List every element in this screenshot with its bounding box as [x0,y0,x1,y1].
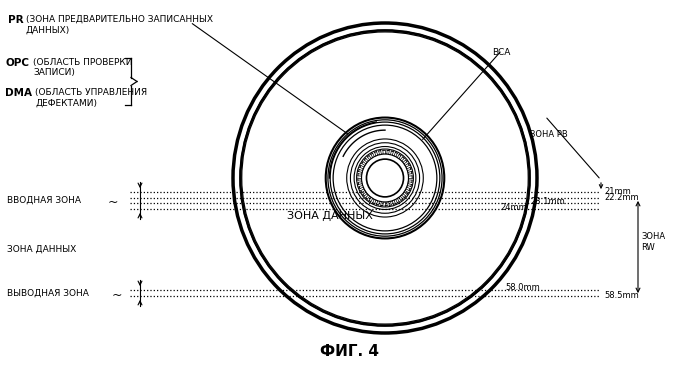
Text: DMA: DMA [5,88,32,98]
Text: ВВОДНАЯ ЗОНА: ВВОДНАЯ ЗОНА [7,196,81,205]
Text: 58.5mm: 58.5mm [604,290,639,299]
Text: (ЗОНА ПРЕДВАРИТЕЛЬНО ЗАПИСАННЫХ
ДАННЫХ): (ЗОНА ПРЕДВАРИТЕЛЬНО ЗАПИСАННЫХ ДАННЫХ) [26,15,213,35]
Ellipse shape [362,154,408,202]
Text: ЗОНА ДАННЫХ: ЗОНА ДАННЫХ [287,211,373,221]
Ellipse shape [366,159,403,197]
Text: ВЫВОДНАЯ ЗОНА: ВЫВОДНАЯ ЗОНА [7,289,89,298]
Text: ЗОНА ДАННЫХ: ЗОНА ДАННЫХ [7,245,76,254]
Text: ~: ~ [112,289,123,302]
Text: 21mm: 21mm [604,187,631,196]
Text: PR: PR [8,15,24,25]
Text: 22.2mm: 22.2mm [604,193,639,201]
Text: ФИГ. 4: ФИГ. 4 [320,344,378,359]
Text: ~: ~ [108,196,119,209]
Text: 23.1mm: 23.1mm [530,197,565,207]
Text: (ОБЛАСТЬ ПРОВЕРКИ
ЗАПИСИ): (ОБЛАСТЬ ПРОВЕРКИ ЗАПИСИ) [33,58,133,78]
Text: ЗОНА
RW: ЗОНА RW [641,232,665,252]
Text: 58.0mm: 58.0mm [505,283,540,292]
Text: ЗОНА PB: ЗОНА PB [530,130,567,139]
Text: OPC: OPC [5,58,29,68]
Text: 24mm: 24mm [500,204,527,213]
Text: (ОБЛАСТЬ УПРАВЛЕНИЯ
ДЕФЕКТАМИ): (ОБЛАСТЬ УПРАВЛЕНИЯ ДЕФЕКТАМИ) [35,88,147,107]
Text: BCA: BCA [492,48,510,57]
